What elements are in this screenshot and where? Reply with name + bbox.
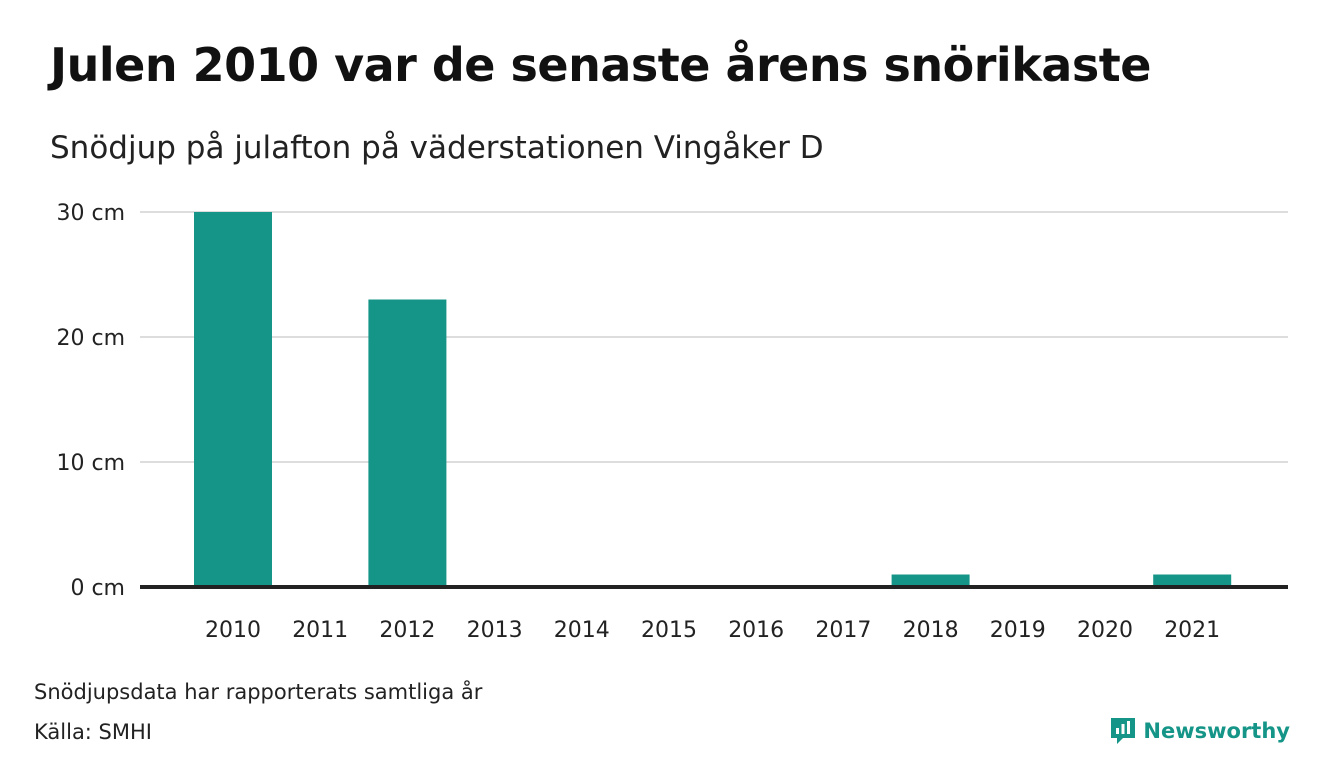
- x-tick-label-2013: 2013: [467, 618, 523, 643]
- y-tick-label: 20 cm: [56, 326, 125, 351]
- y-tick-label: 0 cm: [70, 576, 125, 601]
- bar-2012: [368, 299, 447, 587]
- x-tick-label-2016: 2016: [728, 618, 784, 643]
- chart-subtitle: Snödjup på julafton på väderstationen Vi…: [50, 130, 824, 166]
- y-tick-label: 30 cm: [56, 201, 125, 226]
- x-tick-label-2019: 2019: [990, 618, 1046, 643]
- x-tick-label-2021: 2021: [1164, 618, 1220, 643]
- bars: [194, 212, 1232, 587]
- x-tick-label-2015: 2015: [641, 618, 697, 643]
- data-note: Snödjupsdata har rapporterats samtliga å…: [34, 680, 483, 704]
- bar-2021: [1153, 574, 1232, 587]
- x-tick-label-2017: 2017: [815, 618, 871, 643]
- x-tick-label-2010: 2010: [205, 618, 261, 643]
- bar-chart: 0 cm 10 cm 20 cm 30 cm 2010 2011 2012 2013 2014…: [56, 201, 1288, 643]
- y-tick-label: 10 cm: [56, 451, 125, 476]
- bar-2018: [891, 574, 970, 587]
- y-axis-ticks: 0 cm 10 cm 20 cm 30 cm: [56, 201, 125, 601]
- bar-2010: [194, 212, 272, 587]
- x-tick-label-2014: 2014: [554, 618, 610, 643]
- x-tick-label-2012: 2012: [379, 618, 435, 643]
- source-label: Källa: SMHI: [34, 720, 152, 744]
- x-tick-label-2018: 2018: [903, 618, 959, 643]
- x-axis-ticks: 2010 2011 2012 2013 2014 2015 2016 2017 2018 2019…: [205, 618, 1220, 643]
- newsworthy-logo-icon: [1111, 718, 1136, 744]
- x-tick-label-2020: 2020: [1077, 618, 1133, 643]
- chart-title: Julen 2010 var de senaste årens snörikas…: [50, 38, 1151, 92]
- gridlines: [140, 211, 1288, 463]
- newsworthy-logo: Newsworthy: [1109, 716, 1290, 746]
- x-tick-label-2011: 2011: [292, 618, 348, 643]
- newsworthy-logo-text: Newsworthy: [1143, 719, 1290, 743]
